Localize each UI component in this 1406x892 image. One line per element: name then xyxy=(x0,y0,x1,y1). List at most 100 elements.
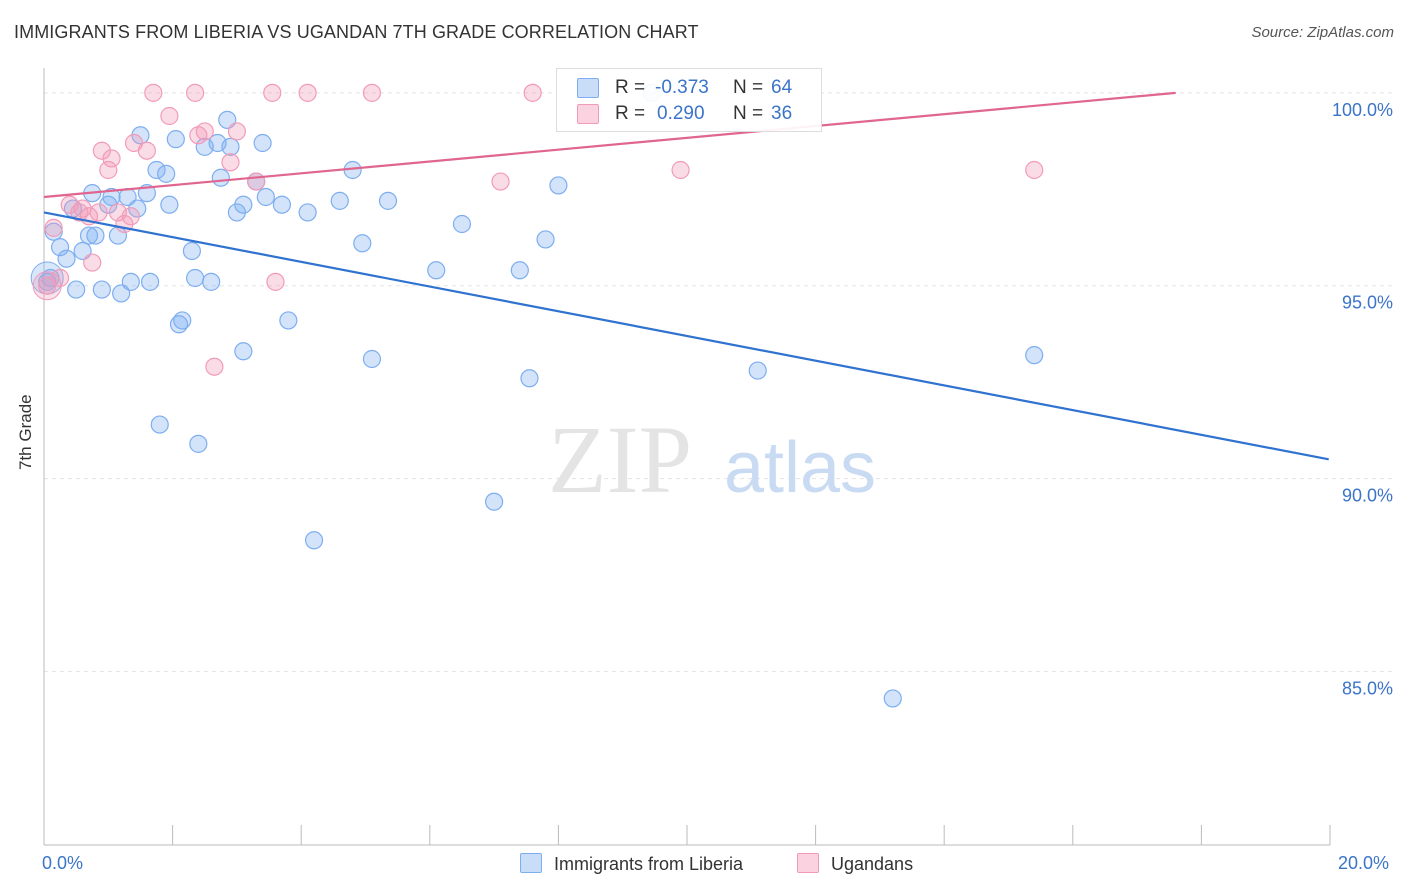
series-ugandans-points xyxy=(32,83,1044,376)
point-liberia xyxy=(298,203,317,222)
point-liberia xyxy=(160,195,179,214)
legend-n-label: N = xyxy=(733,77,764,98)
y-tick-labels: 85.0% 90.0% 95.0% 100.0% xyxy=(1332,100,1393,699)
point-ugandans xyxy=(50,268,70,288)
legend-r-value: 0.290 xyxy=(657,103,705,124)
point-liberia xyxy=(485,492,504,511)
y-tick-label: 85.0% xyxy=(1342,678,1393,698)
point-ugandans xyxy=(121,207,140,226)
point-liberia xyxy=(378,191,398,210)
point-liberia xyxy=(86,226,105,245)
point-ugandans xyxy=(671,160,690,180)
point-liberia xyxy=(427,261,446,280)
legend-n-value: 36 xyxy=(771,103,793,124)
trend-lines xyxy=(43,91,1329,461)
point-ugandans xyxy=(205,357,224,376)
point-liberia xyxy=(234,342,253,361)
point-liberia xyxy=(883,689,902,708)
trend-line-ugandans xyxy=(43,91,1176,199)
point-liberia xyxy=(748,361,767,380)
point-liberia xyxy=(452,214,472,234)
legend-swatch-ugandans xyxy=(797,853,819,873)
point-ugandans xyxy=(491,172,510,191)
x-tick-label-max: 20.0% xyxy=(1338,853,1390,873)
point-liberia xyxy=(202,272,221,291)
point-liberia xyxy=(330,191,349,210)
watermark: ZIP atlas xyxy=(548,406,876,513)
point-ugandans xyxy=(523,83,542,102)
legend-n-label: N = xyxy=(733,103,764,124)
point-liberia xyxy=(279,311,298,330)
point-ugandans xyxy=(221,153,240,172)
point-liberia xyxy=(304,531,324,550)
legend-swatch-liberia xyxy=(520,853,542,873)
point-liberia xyxy=(520,369,539,388)
point-liberia xyxy=(182,241,201,261)
point-liberia xyxy=(67,280,86,299)
legend-r-value: -0.373 xyxy=(655,77,709,98)
point-liberia xyxy=(186,268,205,288)
point-ugandans xyxy=(247,172,266,191)
point-liberia xyxy=(50,238,70,257)
y-tick-label: 90.0% xyxy=(1342,486,1393,506)
point-ugandans xyxy=(195,122,214,141)
y-tick-label: 95.0% xyxy=(1342,293,1393,313)
point-ugandans xyxy=(137,141,156,160)
legend-r-label: R = xyxy=(615,77,646,98)
point-liberia xyxy=(44,222,63,241)
y-tick-label: 100.0% xyxy=(1332,100,1393,120)
point-liberia xyxy=(510,261,529,280)
point-liberia xyxy=(536,230,555,249)
point-ugandans xyxy=(362,83,382,102)
series-liberia-points xyxy=(30,83,1044,708)
point-ugandans xyxy=(89,203,108,222)
point-ugandans xyxy=(32,271,62,301)
point-liberia xyxy=(362,349,382,369)
point-ugandans xyxy=(99,160,118,180)
chart-title: IMMIGRANTS FROM LIBERIA VS UGANDAN 7TH G… xyxy=(14,22,699,42)
point-ugandans xyxy=(92,141,111,160)
trend-line-liberia xyxy=(43,211,1329,461)
point-liberia xyxy=(92,280,111,299)
point-liberia xyxy=(1025,346,1044,365)
point-ugandans xyxy=(227,122,246,141)
y-axis-label: 7th Grade xyxy=(16,394,35,470)
point-liberia xyxy=(121,272,140,291)
watermark-atlas: atlas xyxy=(724,428,876,508)
point-ugandans xyxy=(1025,160,1044,180)
point-liberia xyxy=(272,195,292,214)
point-liberia xyxy=(221,137,240,156)
point-liberia xyxy=(211,168,230,187)
legend-label-liberia: Immigrants from Liberia xyxy=(554,854,744,874)
point-liberia xyxy=(57,249,76,268)
point-liberia xyxy=(549,176,568,195)
point-ugandans xyxy=(102,149,121,168)
point-liberia xyxy=(147,160,166,180)
legend-item-liberia: Immigrants from Liberia xyxy=(520,853,743,875)
axes xyxy=(43,68,1331,846)
legend-item-ugandans: Ugandans xyxy=(797,853,913,875)
point-liberia xyxy=(157,164,176,183)
x-tick-label-min: 0.0% xyxy=(42,853,84,873)
point-liberia xyxy=(102,187,121,207)
legend-swatch-liberia xyxy=(577,78,599,98)
point-ugandans xyxy=(263,83,282,102)
point-ugandans xyxy=(144,83,163,102)
point-liberia xyxy=(234,195,253,214)
legend-r-label: R = xyxy=(615,103,646,124)
source-label: Source: ZipAtlas.com xyxy=(1251,24,1394,41)
point-ugandans xyxy=(186,83,205,102)
point-liberia xyxy=(256,187,275,207)
watermark-zip: ZIP xyxy=(548,406,692,513)
point-liberia xyxy=(189,434,208,453)
point-liberia xyxy=(173,311,192,330)
point-liberia xyxy=(150,415,169,434)
point-liberia xyxy=(353,234,372,253)
legend-label-ugandans: Ugandans xyxy=(831,854,914,874)
point-ugandans xyxy=(298,83,317,102)
legend-n-value: 64 xyxy=(771,77,793,98)
point-liberia xyxy=(140,272,160,291)
gridlines xyxy=(44,92,1395,672)
stats-legend: R = -0.373 N = 64 R = 0.290 N = 36 xyxy=(556,68,822,132)
